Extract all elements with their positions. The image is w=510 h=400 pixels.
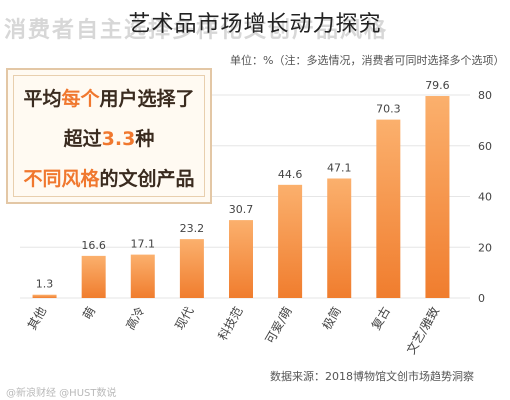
background-heading: 消费者自主选择多样化文创产品风格 [4,18,389,43]
bar [425,96,450,298]
bar [32,294,57,298]
bar [130,254,155,298]
x-axis-labels: 其他 萌 高冷 现代 科技范 可爱/萌 极简 复古 文艺/雅致 [25,304,442,357]
y-tick-label: 0 [478,292,485,305]
bar-value-label: 17.1 [131,238,156,251]
page-title: 艺术品市场增长动力探究 [128,12,382,37]
promo-line-3-part-b: 的文创产品 [99,168,195,190]
x-category-label: 可爱/萌 [263,305,295,347]
x-category-label: 萌 [80,305,98,322]
promo-callout: 平均每个用户选择了 超过3.3种 不同风格的文创产品 [6,68,212,204]
promo-line-1-highlight: 每个 [61,88,100,110]
y-tick-label: 80 [478,89,492,102]
promo-line-1-part-b: 用户选择了 [99,88,195,110]
unit-note: 单位：%（注：多选情况，消费者可同时选择多个选项） [230,54,505,67]
promo-line-1-part-a: 平均 [23,88,62,110]
promo-line-3-highlight: 不同风格 [23,168,100,190]
bar-value-label: 1.3 [36,278,54,291]
bar [179,239,204,298]
bar-value-label: 16.6 [81,239,106,252]
promo-line-2-highlight: 3.3 [101,128,136,150]
bars [32,96,450,299]
x-category-label: 复古 [368,304,393,332]
x-category-label: 其他 [25,305,49,333]
bar-value-label: 79.6 [425,79,450,92]
promo-line-3: 不同风格的文创产品 [8,164,210,191]
promo-line-2-part-b: 种 [135,128,155,150]
y-tick-label: 60 [478,140,492,153]
bar [327,178,352,298]
x-category-label: 现代 [172,305,196,333]
promo-line-2: 超过3.3种 [8,124,210,151]
bar [81,255,106,298]
y-tick-label: 40 [478,191,492,204]
y-axis-ticks: 0 20 40 60 80 [478,89,492,305]
promo-line-1: 平均每个用户选择了 [8,84,210,111]
bar [229,220,253,298]
x-category-label: 高冷 [122,304,147,332]
data-labels: 1.3 16.6 17.1 23.2 30.7 44.6 47.1 70.3 79.6 [36,79,450,291]
x-category-label: 文艺/雅致 [403,304,442,357]
bar-value-label: 70.3 [376,103,401,116]
promo-line-2-part-a: 超过 [63,128,102,150]
bar-value-label: 23.2 [180,222,205,235]
bar-value-label: 44.6 [278,168,303,181]
bar-value-label: 30.7 [229,203,254,216]
watermark: @新浪财经 @HUST数说 [6,388,117,399]
y-tick-label: 20 [478,241,492,254]
data-source: 数据来源：2018博物馆文创市场趋势洞察 [270,370,474,383]
promo-frame [13,75,205,197]
x-category-label: 科技范 [215,305,245,343]
bar-value-label: 47.1 [327,161,352,174]
x-category-label: 极简 [320,305,344,333]
bar [376,119,401,299]
bar [278,184,303,298]
